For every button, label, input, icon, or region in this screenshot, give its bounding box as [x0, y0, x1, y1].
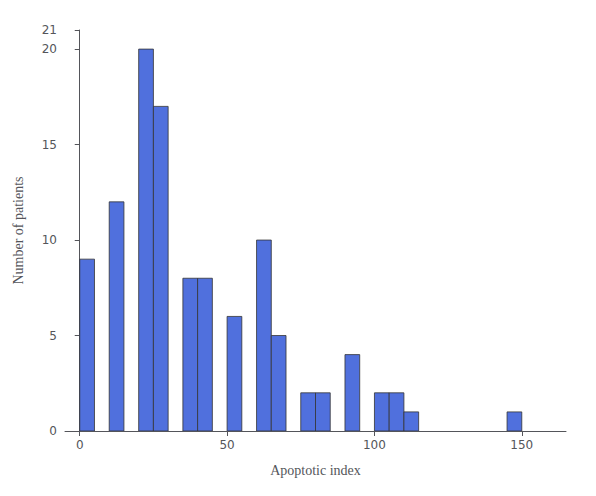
svg-text:50: 50 [219, 438, 234, 452]
svg-text:100: 100 [363, 438, 386, 452]
svg-text:0: 0 [76, 438, 84, 452]
svg-text:5: 5 [49, 329, 57, 343]
svg-text:Apoptotic index: Apoptotic index [270, 463, 361, 478]
svg-text:150: 150 [510, 438, 533, 452]
svg-text:10: 10 [42, 233, 57, 247]
svg-text:Number of patients: Number of patients [11, 176, 26, 284]
svg-text:20: 20 [42, 42, 57, 56]
svg-text:21: 21 [42, 23, 57, 37]
svg-text:0: 0 [49, 424, 57, 438]
svg-text:15: 15 [42, 138, 57, 152]
